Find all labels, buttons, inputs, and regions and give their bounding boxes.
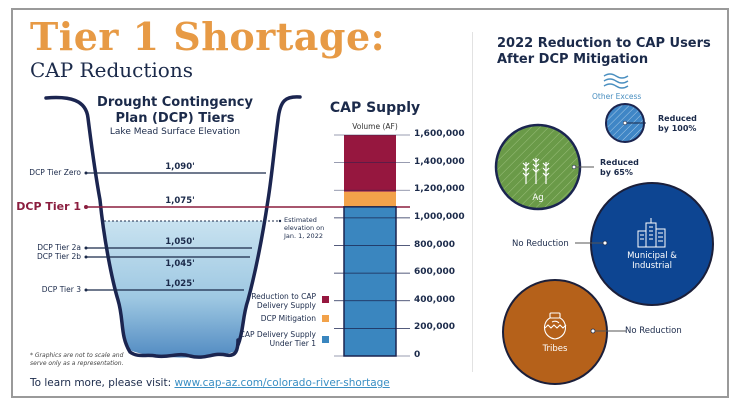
- cup-left-wall: [44, 95, 240, 359]
- pottery-icon: [544, 311, 567, 340]
- dcp-subtitle: Lake Mead Surface Elevation: [109, 127, 241, 137]
- elevation-tier-2b: 1,045': [165, 259, 195, 269]
- tier-1-label: DCP Tier 1: [16, 200, 81, 213]
- estimate-note-line3: Jan. 1, 2022: [284, 232, 323, 240]
- cap-supply-chart: [334, 134, 410, 357]
- municipal-industrial-circle: Municipal & Industrial: [590, 182, 714, 306]
- other-excess-reduction-line2: by 100%: [658, 124, 697, 133]
- tier-line-zero: [84, 171, 266, 175]
- tribes-label: Tribes: [542, 343, 568, 354]
- ytick-label: 800,000: [414, 239, 455, 250]
- learn-more-prefix: To learn more, please visit:: [30, 377, 175, 389]
- dcp-title-line1: Drought Contingency: [97, 95, 253, 110]
- water-waves-icon: [603, 73, 629, 89]
- other-excess-reduction-line1: Reduced: [658, 114, 697, 123]
- estimate-note-line2: elevation on: [284, 224, 325, 232]
- legend-reduction: Reduction to CAP Delivery Supply: [226, 292, 316, 310]
- ag-label: Ag: [532, 193, 544, 203]
- tribes-connector: [590, 328, 626, 334]
- users-title-line1: 2022 Reduction to CAP Users: [497, 36, 711, 51]
- mi-connector: [575, 240, 608, 246]
- dcp-title: Drought Contingency Plan (DCP) Tiers: [95, 95, 255, 127]
- page-subtitle: CAP Reductions: [30, 58, 193, 82]
- legend-swatch-delivery: [322, 336, 329, 343]
- other-excess-circle: [605, 103, 646, 143]
- tier-line-2a: [84, 246, 252, 250]
- tier-2b-label: DCP Tier 2b: [37, 252, 81, 261]
- ytick-label: 1,200,000: [414, 184, 465, 195]
- legend-swatch-reduction: [322, 296, 329, 303]
- ytick-label: 400,000: [414, 294, 455, 305]
- elevation-tier-2a: 1,050': [165, 237, 195, 247]
- elevation-tier-zero: 1,090': [165, 162, 195, 172]
- mi-label-line1: Municipal &: [627, 251, 677, 261]
- ytick-label: 0: [414, 350, 421, 360]
- ag-reduction-line2: by 65%: [600, 168, 633, 177]
- ag-circle: [494, 123, 594, 211]
- legend-delivery: CAP Delivery Supply Under Tier 1: [226, 330, 316, 348]
- ytick-label: 600,000: [414, 267, 455, 278]
- bar-segment-cap-delivery-supply-under-tier-1: [344, 206, 396, 356]
- cup-right-wall: [236, 95, 302, 347]
- estimated-elevation-note: Estimated elevation on Jan. 1, 2022: [284, 216, 324, 240]
- dcp-title-line2: Plan (DCP) Tiers: [115, 111, 235, 126]
- tier-line-3: [84, 288, 244, 292]
- other-excess-reduction: Reduced by 100%: [658, 114, 697, 134]
- chart-ylabel: Volume (AF): [352, 122, 398, 131]
- elevation-tier-1: 1,075': [165, 196, 195, 206]
- legend-reduction-label: Reduction to CAP Delivery Supply: [226, 292, 316, 310]
- chart-title: CAP Supply: [329, 100, 421, 116]
- learn-more: To learn more, please visit: www.cap-az.…: [30, 377, 390, 389]
- ytick-label: 200,000: [414, 322, 455, 333]
- ag-reduction-line1: Reduced: [600, 158, 639, 167]
- legend-delivery-line2: Under Tier 1: [269, 339, 316, 348]
- mi-label-line2: Industrial: [632, 261, 672, 271]
- ytick-label: 1,400,000: [414, 156, 465, 167]
- legend-reduction-line2: Delivery Supply: [256, 301, 316, 310]
- legend-swatch-mitigation: [322, 315, 329, 322]
- estimate-note-line1: Estimated: [284, 216, 317, 224]
- page-title: Tier 1 Shortage:: [30, 14, 386, 59]
- wheat-icon: [522, 158, 550, 184]
- users-title-line2: After DCP Mitigation: [497, 52, 649, 67]
- tier-zero-label: DCP Tier Zero: [29, 168, 81, 177]
- mi-reduction: No Reduction: [512, 239, 569, 249]
- legend-delivery-line1: CAP Delivery Supply: [239, 330, 316, 339]
- section-divider: [472, 32, 473, 372]
- tribes-circle: Tribes: [502, 279, 608, 385]
- bar-segment-reduction-to-cap-delivery-supply: [344, 135, 396, 192]
- other-excess-label: Other Excess: [592, 92, 642, 101]
- learn-more-link[interactable]: www.cap-az.com/colorado-river-shortage: [174, 377, 390, 389]
- municipal-industrial-label: Municipal & Industrial: [627, 251, 677, 271]
- tier-3-label: DCP Tier 3: [41, 285, 81, 294]
- city-buildings-icon: [637, 218, 666, 248]
- ag-reduction: Reduced by 65%: [600, 158, 639, 178]
- footnote-line1: * Graphics are not to scale and: [30, 352, 124, 359]
- footnote-line2: serve only as a representation.: [30, 360, 124, 367]
- tier-line-2b: [84, 255, 250, 259]
- tier-2a-label: DCP Tier 2a: [37, 243, 81, 252]
- ytick-label: 1,600,000: [414, 129, 465, 139]
- legend-reduction-line1: Reduction to CAP: [251, 292, 316, 301]
- legend-delivery-label: CAP Delivery Supply Under Tier 1: [226, 330, 316, 348]
- ytick-label: 1,000,000: [414, 211, 465, 222]
- users-title: 2022 Reduction to CAP Users After DCP Mi…: [497, 36, 711, 68]
- legend-mitigation-label: DCP Mitigation: [260, 314, 316, 323]
- elevation-tier-3: 1,025': [165, 279, 195, 289]
- footnote: * Graphics are not to scale and serve on…: [30, 352, 124, 368]
- tribes-reduction: No Reduction: [625, 326, 682, 336]
- bar-segment-dcp-mitigation: [344, 191, 396, 207]
